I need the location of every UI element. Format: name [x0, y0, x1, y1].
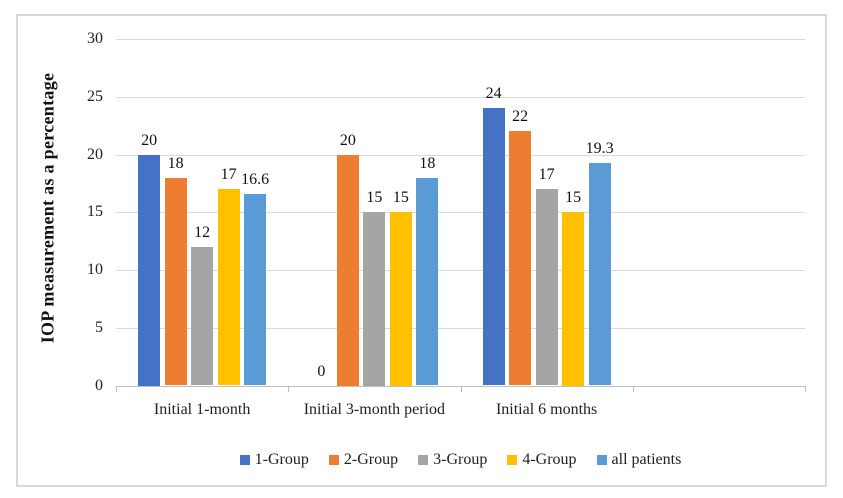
legend-marker-icon: [596, 455, 607, 465]
bar: [416, 177, 439, 386]
bar: [336, 154, 359, 386]
data-label: 17: [220, 166, 237, 184]
data-label: 22: [512, 108, 529, 126]
legend-item: 3-Group: [418, 450, 487, 470]
data-label: 17: [538, 166, 555, 184]
y-axis-tick-label: 0: [95, 376, 103, 394]
legend-item: all patients: [596, 450, 682, 470]
gridline: [116, 39, 805, 40]
x-axis-tick: [632, 385, 634, 392]
bar: [562, 212, 585, 386]
x-axis-tick: [116, 385, 117, 392]
gridline: [116, 270, 805, 271]
gridline: [116, 327, 805, 329]
y-axis-tick-label: 20: [87, 145, 103, 163]
legend: 1-Group 2-Group 3-Group 4-Group all patients: [116, 450, 805, 470]
bar: [244, 193, 267, 386]
y-axis-tick-label: 30: [87, 30, 103, 47]
bar: [509, 131, 532, 386]
legend-item: 4-Group: [507, 450, 577, 470]
x-axis-category-label: Initial 6 months: [495, 401, 598, 418]
bar: [138, 154, 161, 386]
bar: [217, 189, 240, 386]
bar: [588, 162, 611, 386]
data-label: 20: [339, 131, 356, 149]
gridline: [116, 212, 805, 214]
data-label: 19.3: [585, 139, 614, 157]
legend-label: 3-Group: [433, 451, 488, 468]
legend-label: 1-Group: [254, 451, 309, 468]
chart-frame: IOP measurement as a percentage 0 5 10 15 20…: [16, 14, 827, 487]
data-label: 24: [485, 85, 502, 103]
bar: [191, 246, 214, 386]
data-label: 15: [366, 189, 383, 207]
data-label: 15: [392, 189, 409, 207]
bar: [389, 212, 412, 386]
legend-marker-icon: [418, 455, 429, 465]
y-axis-tick-label: 25: [87, 87, 103, 105]
legend-marker-icon: [507, 455, 518, 465]
bar: [164, 177, 187, 386]
legend-label: 4-Group: [522, 451, 577, 468]
data-label: 18: [419, 154, 436, 172]
y-axis-tick-label: 15: [87, 203, 103, 221]
y-axis-tick-label: 5: [95, 318, 103, 336]
legend-marker-icon: [328, 455, 339, 465]
gridline: [116, 154, 805, 156]
bar: [535, 189, 558, 386]
data-label: 20: [141, 131, 158, 149]
legend-label: 2-Group: [343, 451, 399, 468]
x-axis-tick: [805, 385, 806, 392]
bar: [482, 108, 505, 386]
data-label: 15: [565, 189, 582, 207]
x-axis-tick: [288, 385, 290, 392]
gridline: [116, 96, 805, 98]
data-label: 18: [167, 154, 184, 172]
bar: [363, 212, 386, 386]
x-axis-tick: [460, 385, 462, 392]
y-axis-tick-label: 10: [87, 261, 103, 278]
x-axis-category-label: Initial 3-month period: [303, 401, 446, 418]
data-label: 12: [194, 223, 211, 241]
data-label: 0: [317, 362, 326, 380]
legend-label: all patients: [611, 451, 682, 468]
legend-marker-icon: [239, 455, 250, 465]
legend-item: 2-Group: [328, 450, 399, 470]
x-axis-category-label: Initial 1-month: [153, 401, 251, 418]
legend-item: 1-Group: [239, 450, 309, 470]
data-label: 16.6: [241, 170, 270, 188]
